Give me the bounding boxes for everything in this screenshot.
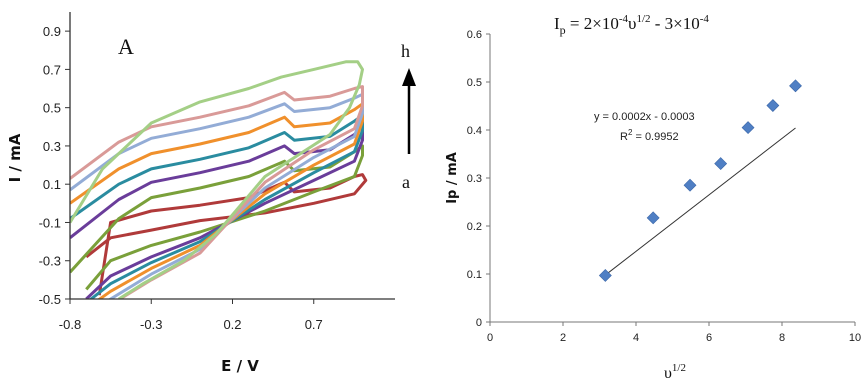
r-squared: R2 = 0.9952 <box>620 128 679 143</box>
cv-y-tick-label: 0.1 <box>43 177 61 192</box>
ip-data-point <box>766 99 780 112</box>
cv-curve-8 <box>70 60 364 299</box>
cv-curves <box>70 60 368 299</box>
ip-y-tick-label: 0.2 <box>467 221 482 233</box>
ip-y-tick-label: 0.5 <box>467 77 482 89</box>
ip-title-equation: Ip = 2×10-4υ1/2 - 3×10-4 <box>554 13 709 37</box>
ip-data-point <box>741 121 755 135</box>
cv-chart: -0.8 -0.3 0.2 0.7 0.9 0.7 0.5 0.3 0.1 -0.1 -0.3 -0.… <box>6 12 416 375</box>
ip-x-axis-label: υ1/2 <box>664 362 686 381</box>
cv-x-tick-label: -0.8 <box>59 317 81 332</box>
arrow-end-label: h <box>401 41 410 61</box>
ip-y-tick-label: 0.4 <box>467 125 482 137</box>
ip-x-tick-label: 4 <box>633 332 639 344</box>
ip-x-tick-label: 0 <box>487 332 493 344</box>
cv-curve-1 <box>85 173 368 296</box>
ip-y-axis-label: Ip / mA <box>445 152 460 204</box>
cv-y-tick-label: -0.3 <box>39 254 61 269</box>
arrow-start-label: a <box>402 172 410 192</box>
ip-y-tick-label: 0.1 <box>467 269 482 281</box>
cv-x-axis-label: E / V <box>221 357 259 375</box>
cv-x-tick-label: -0.3 <box>140 317 162 332</box>
cv-x-tick-label: 0.7 <box>305 317 323 332</box>
cv-y-tick-label: -0.1 <box>39 215 61 230</box>
ip-points <box>598 79 802 282</box>
ip-data-point <box>646 211 660 225</box>
cv-y-tick-label: -0.5 <box>39 292 61 307</box>
ip-x-tick-label: 8 <box>779 332 785 344</box>
ip-y-tick-label: 0 <box>476 317 482 329</box>
cv-curve-5 <box>70 102 364 299</box>
ip-trendline <box>605 127 796 276</box>
ip-ticks: 0 2 4 6 8 10 0 0.1 0.2 0.3 0.4 0.5 0.6 <box>467 29 861 344</box>
cv-y-tick-label: 0.7 <box>43 62 61 77</box>
cv-y-axis-label: I / mA <box>6 133 24 182</box>
cv-y-tick-label: 0.9 <box>43 24 61 39</box>
ip-data-point <box>789 79 802 93</box>
ip-x-tick-label: 6 <box>706 332 712 344</box>
ip-y-tick-label: 0.6 <box>467 29 482 41</box>
cv-y-tick-label: 0.5 <box>43 101 61 116</box>
ip-x-tick-label: 10 <box>849 332 861 344</box>
ip-x-tick-label: 2 <box>560 332 566 344</box>
ip-data-point <box>598 269 612 282</box>
cv-x-tick-label: 0.2 <box>223 317 241 332</box>
cv-ticks: -0.8 -0.3 0.2 0.7 0.9 0.7 0.5 0.3 0.1 -0.1 -0.3 -0.… <box>39 24 323 332</box>
cv-curve-3 <box>70 125 364 299</box>
scan-rate-arrow <box>402 68 416 154</box>
cv-panel-label: A <box>118 34 134 59</box>
ip-data-point <box>683 178 697 192</box>
trend-equation: y = 0.0002x - 0.0003 <box>594 111 695 123</box>
ip-y-tick-label: 0.3 <box>467 173 482 185</box>
cv-y-tick-label: 0.3 <box>43 139 61 154</box>
ip-chart: Ip = 2×10-4υ1/2 - 3×10-4 0 2 4 6 8 1000.10.20… <box>445 13 861 381</box>
ip-data-point <box>714 157 728 171</box>
